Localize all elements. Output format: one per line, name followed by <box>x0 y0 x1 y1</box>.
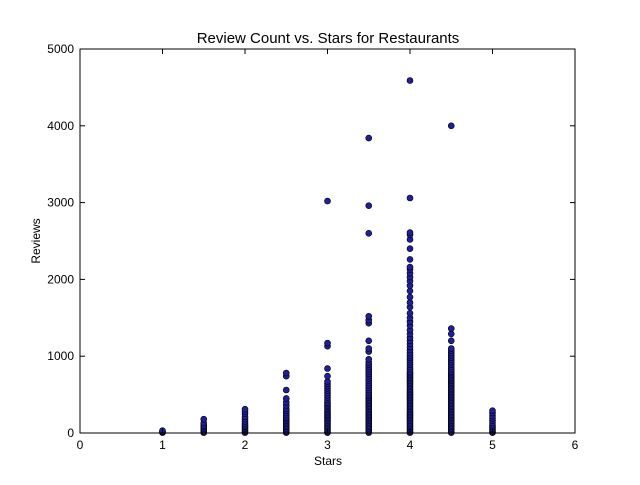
y-tick-label: 5000 <box>47 42 74 56</box>
data-point <box>406 194 414 202</box>
data-point <box>282 369 290 377</box>
data-point <box>324 365 331 372</box>
y-tick-label: 3000 <box>47 196 74 210</box>
y-tick-label: 0 <box>67 426 74 440</box>
data-point <box>282 395 290 402</box>
x-tick-label: 1 <box>159 438 166 452</box>
x-tick-label: 2 <box>242 438 249 452</box>
x-tick-label: 4 <box>407 438 414 452</box>
data-point <box>365 355 373 363</box>
y-axis-ticks: 0 1000 2000 3000 4000 5000 <box>47 42 575 440</box>
data-point <box>406 293 414 301</box>
x-tick-label: 0 <box>77 438 84 452</box>
data-point <box>365 202 373 209</box>
data-point <box>406 263 414 271</box>
data-point <box>365 345 373 352</box>
y-tick-label: 2000 <box>47 272 74 286</box>
y-tick-label: 1000 <box>47 349 74 363</box>
data-point <box>324 372 331 380</box>
y-axis-label: Reviews <box>29 218 43 263</box>
chart-title: Review Count vs. Stars for Restaurants <box>197 30 460 47</box>
data-point <box>241 405 249 413</box>
data-point <box>447 345 455 352</box>
data-point <box>365 230 373 237</box>
data-point <box>282 386 290 394</box>
data-point <box>489 407 496 415</box>
data-point <box>406 309 414 317</box>
y-tick-label: 4000 <box>47 119 74 133</box>
x-tick-label: 5 <box>489 438 496 452</box>
x-tick-label: 3 <box>324 438 331 452</box>
data-point <box>447 325 455 332</box>
data-point <box>324 339 331 347</box>
data-point <box>324 197 331 205</box>
data-point <box>365 134 373 142</box>
axes-frame <box>79 48 576 434</box>
data-point <box>447 122 455 130</box>
data-point <box>447 337 455 345</box>
data-point <box>406 256 414 263</box>
x-axis-label: Stars <box>314 454 342 468</box>
data-point <box>200 415 208 423</box>
data-point <box>365 312 373 320</box>
x-tick-label: 6 <box>572 438 579 452</box>
data-point <box>406 245 414 252</box>
data-points <box>159 77 496 436</box>
data-point <box>406 77 414 84</box>
x-axis-ticks: 0 1 2 3 4 5 6 <box>77 49 579 452</box>
data-point <box>365 337 373 345</box>
data-point <box>406 229 414 236</box>
